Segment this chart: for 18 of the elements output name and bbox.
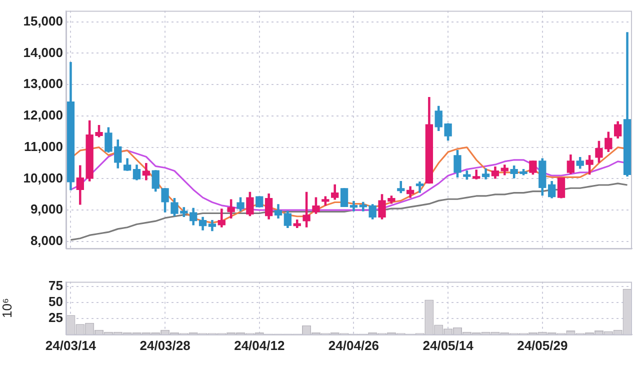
y-tick-label: 14,000 — [23, 44, 63, 60]
y-tick-label: 11,000 — [24, 138, 63, 154]
y-axis-title: 10⁶ — [0, 298, 14, 318]
y-tick-label: 12,000 — [23, 108, 63, 123]
y-tick-label: 25 — [48, 310, 63, 325]
y-tick-label: 75 — [48, 278, 63, 293]
y-tick-label: 50 — [48, 294, 63, 309]
x-tick-label: 24/05/14 — [422, 338, 474, 353]
y-tick-label: 15,000 — [23, 13, 63, 28]
y-tick-label: 10,000 — [23, 170, 63, 186]
x-tick-label: 24/03/14 — [45, 338, 97, 353]
y-tick-label: 9,000 — [30, 202, 63, 217]
x-tick-label: 24/04/26 — [328, 338, 380, 353]
x-tick-label: 24/03/28 — [140, 338, 190, 353]
y-tick-label: 13,000 — [23, 76, 63, 92]
x-tick-label: 24/05/29 — [517, 338, 568, 353]
y-tick-label: 8,000 — [30, 233, 63, 248]
x-tick-label: 24/04/12 — [234, 338, 285, 353]
